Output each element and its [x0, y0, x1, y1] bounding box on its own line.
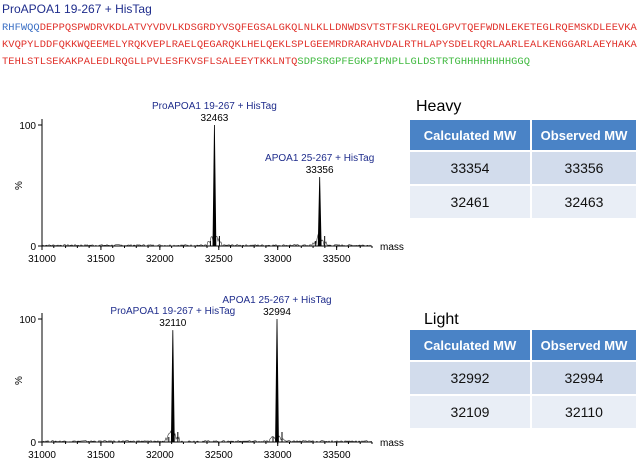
- baseline-noise-trace: [41, 233, 372, 247]
- peak-mass-label: 32994: [263, 307, 291, 318]
- table-cell: 32109: [410, 395, 532, 430]
- y-tick-label: 0: [30, 242, 36, 253]
- table-cell: 32110: [531, 395, 638, 430]
- peak-species-label: APOA1 25-267 + HisTag: [222, 295, 331, 306]
- x-tick-label: 33000: [264, 450, 292, 461]
- table-row: 33354 33356: [410, 151, 638, 186]
- x-axis-label: mass: [380, 438, 404, 449]
- x-tick-label: 32000: [146, 450, 174, 461]
- table-cell: 33354: [410, 151, 532, 186]
- page-title: ProAPOA1 19-267 + HisTag: [2, 2, 152, 16]
- light-mass-spectrum: 0 100% 31000 31500 32000 32500 33000 33500 mass 3…: [14, 295, 404, 461]
- column-header: Calculated MW: [410, 330, 532, 362]
- heavy-mass-spectrum: 0 100% 31000 31500 32000 32500 33000 33500 mass 3…: [14, 101, 404, 265]
- column-header: Observed MW: [531, 330, 638, 362]
- y-tick-label: 0: [30, 438, 36, 449]
- table-cell: 32461: [410, 185, 532, 220]
- x-tick-label: 32500: [205, 450, 233, 461]
- peak-species-label: ProAPOA1 19-267 + HisTag: [110, 306, 235, 317]
- sequence-segment-linker: SDPSRGPFEGKPIPNPLLGLDSTRTGHHHHHHHHGGQ: [297, 56, 530, 68]
- x-tick-label: 31000: [28, 450, 56, 461]
- heavy-mw-table: Calculated MW Observed MW 33354 33356 32…: [410, 120, 638, 220]
- table-cell: 32994: [531, 361, 638, 396]
- heavy-table-title: Heavy: [416, 98, 462, 115]
- peak-species-label: APOA1 25-267 + HisTag: [265, 153, 374, 164]
- spectrum-peak: [317, 177, 322, 247]
- x-tick-label: 31000: [28, 254, 56, 265]
- baseline-noise-trace: [41, 428, 373, 443]
- sequence-segment-tag: RHFWQQ: [2, 22, 40, 34]
- protein-sequence: RHFWQQDEPPQSPWDRVKDLATVYVDVLKDSGRDYVSQFE…: [2, 20, 638, 71]
- x-tick-label: 32000: [146, 254, 174, 265]
- y-axis-label: %: [14, 376, 25, 385]
- x-tick-label: 31500: [87, 450, 115, 461]
- x-tick-label: 33500: [323, 254, 351, 265]
- x-tick-label: 33000: [264, 254, 292, 265]
- table-cell: 32992: [410, 361, 532, 396]
- spectrum-peak: [275, 318, 279, 443]
- column-header: Observed MW: [531, 120, 638, 152]
- y-tick-label: 100: [19, 121, 36, 132]
- table-cell: 33356: [531, 151, 638, 186]
- x-tick-label: 31500: [87, 254, 115, 265]
- spectrum-peak: [170, 330, 175, 443]
- y-tick-label: 100: [19, 315, 36, 326]
- peak-mass-label: 32463: [201, 113, 229, 124]
- peak-species-label: ProAPOA1 19-267 + HisTag: [152, 101, 277, 112]
- table-row: 32109 32110: [410, 395, 638, 430]
- light-mw-table: Calculated MW Observed MW 32992 32994 32…: [410, 330, 638, 430]
- x-tick-label: 32500: [205, 254, 233, 265]
- table-row: 32992 32994: [410, 361, 638, 396]
- table-cell: 32463: [531, 185, 638, 220]
- peak-mass-label: 33356: [306, 165, 334, 176]
- y-axis-label: %: [14, 181, 25, 190]
- sequence-segment-main: DEPPQSPWDRVKDLATVYVDVLKDSGRDYVSQFEGSALGK…: [2, 22, 637, 68]
- x-axis-label: mass: [380, 242, 404, 253]
- column-header: Calculated MW: [410, 120, 532, 152]
- table-row: 32461 32463: [410, 185, 638, 220]
- spectrum-peak: [212, 124, 217, 247]
- x-tick-label: 33500: [323, 450, 351, 461]
- peak-mass-label: 32110: [159, 318, 187, 329]
- light-table-title: Light: [424, 311, 459, 328]
